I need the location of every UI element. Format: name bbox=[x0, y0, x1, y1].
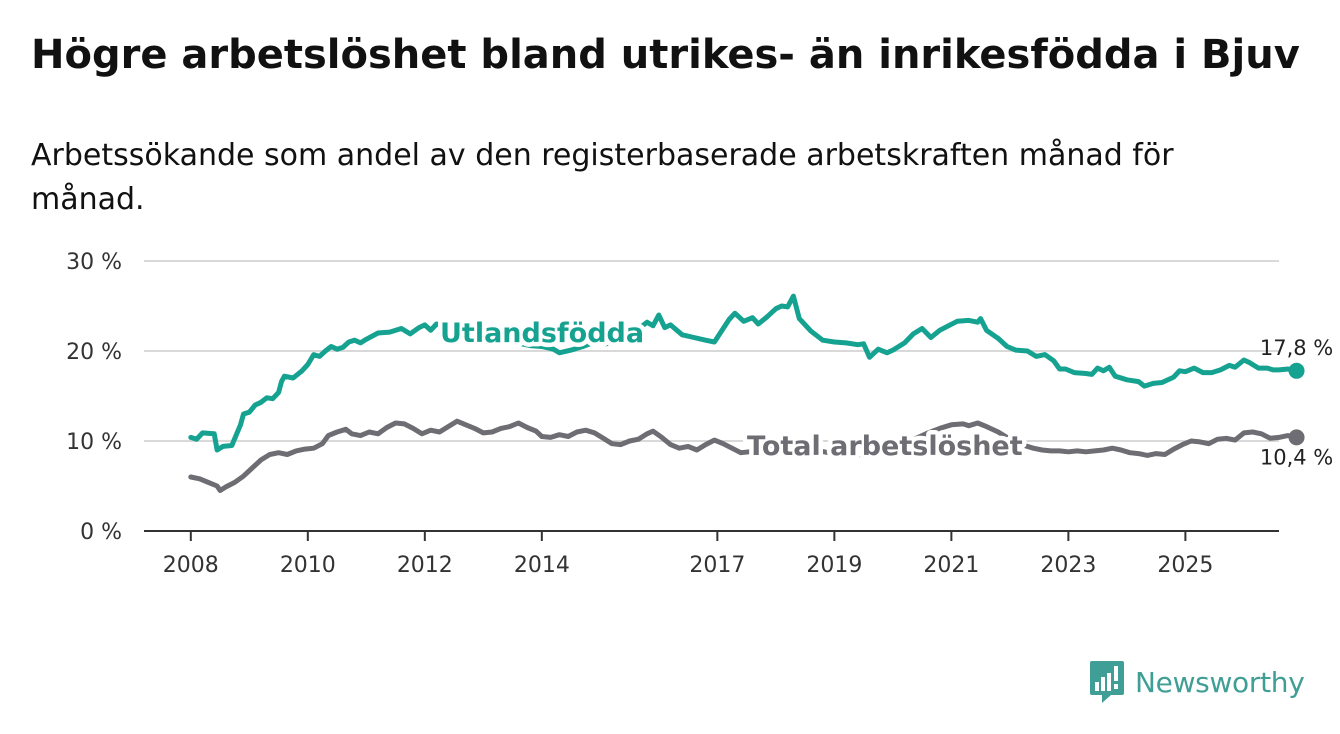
x-tick-label: 2025 bbox=[1157, 553, 1213, 578]
series-lines bbox=[188, 293, 1300, 493]
x-tick-label: 2021 bbox=[923, 553, 979, 578]
x-tick-label: 2017 bbox=[689, 553, 745, 578]
series-label-utlandsfodda: Utlandsfödda bbox=[440, 318, 644, 349]
x-tick-label: 2019 bbox=[806, 553, 862, 578]
chart-subtitle: Arbetssökande som andel av den registerb… bbox=[31, 138, 1174, 217]
y-axis: 0 % 10 % 20 % 30 % bbox=[66, 250, 122, 545]
newsworthy-logo: Newsworthy bbox=[1089, 660, 1305, 704]
x-tick-label: 2010 bbox=[280, 553, 336, 578]
x-tick-label: 2014 bbox=[514, 553, 570, 578]
grid-lines bbox=[144, 260, 1279, 442]
end-label-total: 10,4 % bbox=[1260, 445, 1333, 469]
end-marker-utlandsfodda bbox=[1288, 362, 1305, 379]
end-label-utlandsfodda: 17,8 % bbox=[1260, 336, 1333, 360]
y-tick-label: 0 % bbox=[80, 520, 122, 545]
end-markers: 17,8 % 10,4 % bbox=[1260, 336, 1333, 470]
x-tick-label: 2008 bbox=[163, 553, 219, 578]
x-tick-label: 2012 bbox=[397, 553, 453, 578]
chart-title: Högre arbetslöshet bland utrikes- än inr… bbox=[31, 32, 1300, 78]
x-axis: 2008 2010 2012 2014 2017 2019 2021 2023 2025 bbox=[144, 530, 1279, 578]
end-marker-total bbox=[1288, 429, 1305, 446]
series-line-utlandsfodda bbox=[188, 293, 1300, 453]
y-tick-label: 30 % bbox=[66, 250, 122, 275]
y-tick-label: 20 % bbox=[66, 340, 122, 365]
y-tick-label: 10 % bbox=[66, 430, 122, 455]
brand-name: Newsworthy bbox=[1135, 665, 1305, 699]
series-labels: Utlandsfödda Total arbetslöshet bbox=[436, 314, 1028, 467]
newsworthy-logo-icon bbox=[1090, 661, 1124, 703]
x-tick-label: 2023 bbox=[1040, 553, 1096, 578]
series-line-total bbox=[188, 418, 1300, 493]
series-label-total: Total arbetslöshet bbox=[747, 431, 1023, 462]
